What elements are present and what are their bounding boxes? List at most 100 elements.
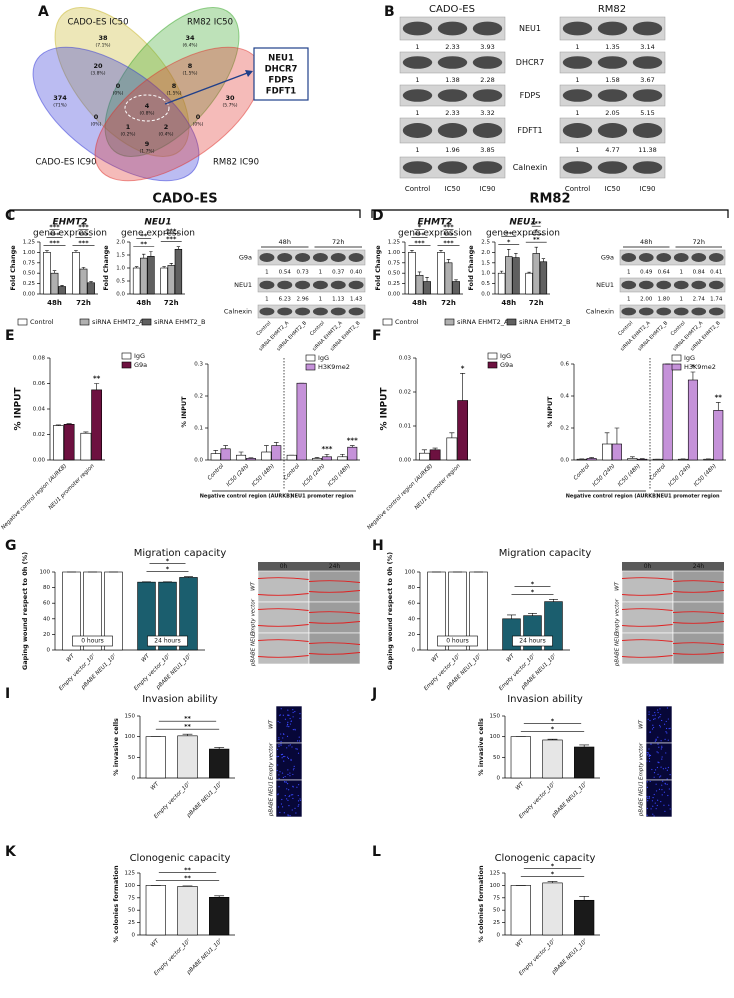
- micrograph: [257, 570, 310, 603]
- cell-nucleus: [646, 751, 648, 754]
- bar: [145, 885, 166, 936]
- legend-swatch: [487, 352, 498, 360]
- y-tick-label: 100: [490, 734, 501, 740]
- cell-nucleus: [654, 740, 656, 742]
- wound-edge: [621, 655, 674, 658]
- error-bar: [547, 738, 558, 740]
- error-bar: [439, 250, 443, 253]
- y-axis-label: Fold Change: [467, 245, 475, 291]
- blot-row-label: NEU1: [596, 281, 614, 289]
- cell-nucleus: [659, 716, 661, 718]
- cell-nucleus: [282, 776, 285, 779]
- wound-edge: [308, 611, 361, 614]
- legend-label: siRNA EHMT2_A: [92, 318, 144, 326]
- legend-swatch: [305, 354, 316, 362]
- significance: ***: [414, 239, 425, 247]
- cell-nucleus: [653, 771, 656, 774]
- panel-label: J: [371, 686, 377, 702]
- blot-band: [402, 123, 433, 138]
- venn-percent: (0%): [193, 122, 204, 128]
- blot-band: [402, 161, 433, 174]
- cell-nucleus: [292, 794, 294, 796]
- venn-percent: (0.2%): [121, 132, 136, 138]
- blot-band: [597, 21, 628, 36]
- significance: *: [551, 725, 555, 733]
- blot-value: 1: [415, 109, 419, 117]
- blot-band: [597, 56, 628, 69]
- blot-band: [621, 280, 637, 290]
- bar: [539, 261, 548, 295]
- cell-nucleus: [661, 745, 663, 747]
- blot-band: [295, 280, 311, 290]
- y-axis-label: % INPUT: [180, 396, 188, 428]
- y-tick-label: 0.06: [33, 381, 46, 387]
- error-bar: [579, 744, 590, 747]
- column-label: 0h: [644, 563, 652, 570]
- bar: [167, 265, 175, 295]
- venn-percent: (7.1%): [96, 43, 111, 49]
- bar: [510, 885, 531, 936]
- blot-value: 2.74: [693, 297, 706, 303]
- panel-label: A: [38, 4, 49, 20]
- cell-nucleus: [648, 796, 650, 798]
- blot-row-label: Calnexin: [586, 308, 614, 316]
- y-tick-label: 0.2: [194, 394, 203, 400]
- cell-nucleus: [656, 709, 659, 711]
- legend-swatch: [141, 318, 152, 326]
- cell-nucleus: [651, 800, 654, 802]
- bar: [408, 252, 416, 295]
- blot-band: [472, 21, 503, 36]
- blot-band: [656, 253, 672, 262]
- bar: [347, 446, 358, 461]
- cell-nucleus: [661, 794, 663, 796]
- blot-band: [632, 21, 663, 36]
- cell-nucleus: [667, 766, 669, 769]
- row-label: WT: [639, 719, 645, 728]
- error-bar: [169, 263, 173, 266]
- blot-band: [437, 21, 468, 36]
- section-bracket: [371, 209, 729, 218]
- time-label: 48h: [640, 238, 652, 246]
- blot-band: [437, 89, 468, 102]
- cell-nucleus: [286, 735, 289, 737]
- blot-value: 3.14: [640, 43, 654, 51]
- column-label: 24h: [693, 563, 705, 570]
- cell-nucleus: [664, 810, 666, 813]
- legend-label: Control: [30, 318, 54, 326]
- bar: [160, 267, 168, 295]
- wound-edge: [672, 590, 725, 593]
- bar: [505, 256, 513, 295]
- error-bar: [149, 251, 153, 257]
- cell-nucleus: [646, 754, 649, 756]
- x-tick-label: 72h: [441, 299, 456, 307]
- cell-nucleus: [649, 731, 651, 733]
- row-label: Empty vector: [615, 598, 621, 636]
- bar: [286, 454, 297, 461]
- cell-nucleus: [668, 728, 670, 730]
- micrograph: [275, 705, 303, 744]
- blot-band: [691, 307, 707, 316]
- blot-value: 2.33: [445, 109, 459, 117]
- error-bar: [541, 258, 546, 262]
- blot-band: [330, 307, 346, 316]
- cell-nucleus: [282, 755, 285, 758]
- x-tick-label: WT: [515, 781, 526, 792]
- wound-edge: [257, 608, 310, 611]
- y-tick-label: 100: [40, 570, 51, 576]
- blot-value: 1.74: [710, 297, 723, 303]
- y-tick-label: 50: [493, 908, 500, 914]
- legend-swatch: [121, 361, 132, 369]
- chart-title: Invasion ability: [507, 694, 583, 705]
- blot-band: [562, 89, 593, 102]
- bar: [132, 267, 141, 295]
- venn-count: 1: [126, 123, 131, 131]
- legend-label: H3K9me2: [318, 363, 350, 371]
- wound-edge: [672, 652, 725, 655]
- cell-nucleus: [667, 718, 669, 720]
- blot-band: [562, 161, 593, 174]
- cell-nucleus: [298, 784, 300, 786]
- bar: [43, 252, 51, 295]
- y-tick-label: 1.00: [23, 250, 36, 256]
- venn-percent: (1.7%): [140, 149, 155, 155]
- micrograph: [672, 601, 725, 634]
